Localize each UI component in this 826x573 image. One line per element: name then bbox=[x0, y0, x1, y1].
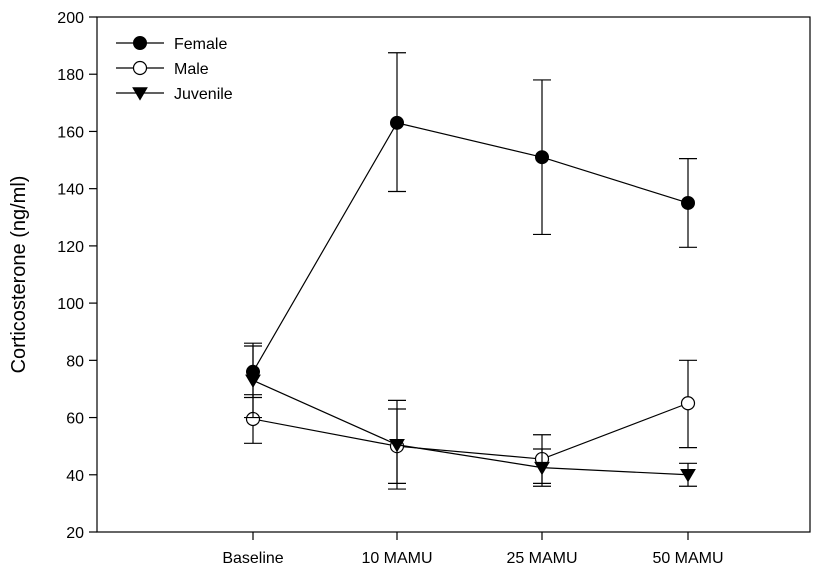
x-tick-label: 10 MAMU bbox=[361, 550, 432, 567]
y-tick-label: 120 bbox=[57, 239, 84, 256]
legend-marker-male bbox=[132, 60, 148, 76]
data-point-female bbox=[681, 195, 695, 210]
series-line-male bbox=[252, 402, 689, 460]
series-male bbox=[244, 359, 697, 484]
x-tick-label: 50 MAMU bbox=[652, 550, 723, 567]
y-tick-label: 180 bbox=[57, 67, 84, 84]
data-point-female bbox=[535, 150, 549, 165]
legend-label-male: Male bbox=[174, 61, 209, 78]
y-tick-label: 140 bbox=[57, 182, 84, 199]
plot-frame bbox=[96, 16, 811, 533]
y-tick-label: 100 bbox=[57, 296, 84, 313]
series-line-juvenile bbox=[252, 379, 689, 476]
data-point-juvenile bbox=[534, 461, 550, 476]
data-point-female bbox=[390, 115, 404, 130]
legend-item-female: Female bbox=[116, 36, 227, 53]
y-axis-ticks: 20 40 60 80 100 120 140 160 180 200 bbox=[57, 10, 97, 542]
x-axis-ticks: Baseline 10 MAMU 25 MAMU 50 MAMU bbox=[222, 532, 724, 567]
y-tick-label: 200 bbox=[57, 10, 84, 27]
data-point-juvenile bbox=[680, 469, 696, 483]
data-point-male bbox=[680, 396, 696, 411]
y-tick-label: 20 bbox=[66, 525, 84, 542]
data-point-juvenile bbox=[389, 438, 405, 453]
legend-marker-juvenile bbox=[132, 87, 148, 101]
y-tick-label: 40 bbox=[66, 468, 84, 485]
x-tick-label: 25 MAMU bbox=[506, 550, 577, 567]
legend-label-juvenile: Juvenile bbox=[174, 86, 233, 103]
data-point-juvenile bbox=[245, 374, 261, 388]
series-line-female bbox=[252, 122, 689, 373]
series-juvenile bbox=[244, 342, 697, 490]
y-tick-label: 160 bbox=[57, 124, 84, 141]
legend-item-male: Male bbox=[116, 60, 209, 78]
legend-item-juvenile: Juvenile bbox=[116, 86, 233, 103]
axes bbox=[96, 16, 811, 533]
legend: Female Male Juvenile bbox=[116, 36, 233, 103]
series-layer bbox=[244, 52, 697, 490]
legend-marker-female bbox=[133, 36, 147, 50]
y-tick-label: 60 bbox=[66, 411, 84, 428]
y-tick-label: 80 bbox=[66, 353, 84, 370]
x-tick-label: Baseline bbox=[222, 550, 283, 567]
legend-label-female: Female bbox=[174, 36, 227, 53]
series-female bbox=[244, 52, 697, 399]
y-axis-title: Corticosterone (ng/ml) bbox=[8, 176, 30, 374]
